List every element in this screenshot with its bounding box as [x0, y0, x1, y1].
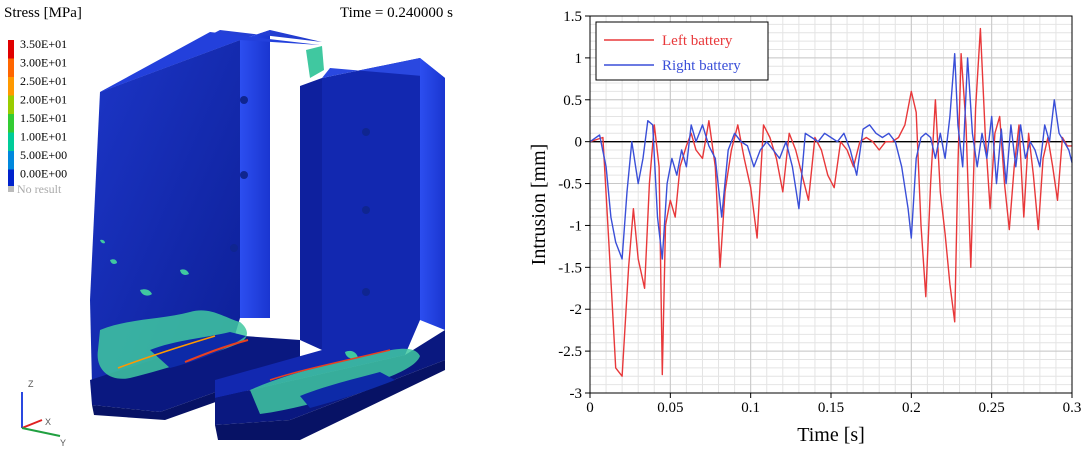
legend-entry: Left battery	[662, 33, 733, 49]
y-tick-label: 0.5	[563, 93, 582, 109]
chart-svg: 0 0.05 0.1 0.15 0.2 0.25 0.3 1.5 1 0.5 0 -0.5 -1 -1.5…	[528, 9, 1081, 446]
legend-value: 5.00E+00	[20, 148, 67, 162]
legend-value: 2.00E+01	[20, 93, 67, 107]
x-tick-label: 0	[586, 400, 594, 416]
axis-x-label: X	[45, 417, 51, 427]
axis-y-label: Y	[60, 438, 66, 448]
right-battery-model	[215, 58, 445, 440]
legend-box	[595, 21, 769, 81]
y-tick-label: -2	[570, 302, 583, 318]
fea-contour-view: Z X Y Stress [MPa] Time = 0.240000 s 3.5…	[0, 0, 520, 450]
x-tick-label: 0.15	[818, 400, 844, 416]
axis-z-label: Z	[28, 379, 34, 389]
legend-value: 3.00E+01	[20, 56, 67, 70]
legend-swatch	[8, 151, 14, 170]
y-tick-label: -3	[570, 386, 583, 402]
tick-labels: 0 0.05 0.1 0.15 0.2 0.25 0.3 1.5 1 0.5 0 -0.5 -1 -1.5…	[558, 9, 1081, 416]
x-tick-label: 0.3	[1063, 400, 1082, 416]
chart-legend: Left battery Right battery	[595, 21, 769, 81]
y-tick-label: 1.5	[563, 9, 582, 25]
y-tick-label: -2.5	[558, 344, 582, 360]
series-group	[589, 27, 1073, 377]
legend-swatch	[8, 40, 14, 59]
legend-value: 1.00E+01	[20, 130, 67, 144]
y-tick-label: -1.5	[558, 260, 582, 276]
no-result-label: No result	[17, 182, 62, 196]
legend-value: 1.50E+01	[20, 111, 67, 125]
stress-legend: Stress [MPa] Time = 0.240000 s 3.50E+01 3…	[4, 5, 453, 196]
legend-swatch	[8, 95, 14, 114]
legend-swatch	[8, 169, 14, 188]
legend-entry: Right battery	[662, 58, 741, 74]
legend-swatch	[8, 77, 14, 96]
x-axis-label: Time [s]	[797, 424, 865, 446]
series-line	[589, 53, 1073, 260]
x-tick-label: 0.25	[979, 400, 1005, 416]
time-label: Time = 0.240000 s	[340, 5, 453, 21]
y-tick-label: -0.5	[558, 177, 582, 193]
y-tick-label: -1	[570, 218, 583, 234]
fea-render: Z X Y Stress [MPa] Time = 0.240000 s 3.5…	[4, 5, 453, 448]
legend-value: 2.50E+01	[20, 74, 67, 88]
y-tick-label: 0	[575, 135, 583, 151]
y-tick-label: 1	[575, 51, 583, 67]
no-result-swatch	[8, 186, 14, 192]
left-battery-model	[90, 30, 324, 420]
intrusion-chart: 0 0.05 0.1 0.15 0.2 0.25 0.3 1.5 1 0.5 0 -0.5 -1 -1.5…	[520, 0, 1089, 450]
legend-title: Stress [MPa]	[4, 5, 82, 21]
legend-swatch	[8, 58, 14, 77]
series-line	[589, 27, 1072, 377]
x-tick-label: 0.2	[902, 400, 921, 416]
y-axis-label: Intrusion [mm]	[528, 144, 550, 266]
legend-swatch	[8, 132, 14, 151]
legend-value: 3.50E+01	[20, 37, 67, 51]
legend-value: 0.00E+00	[20, 167, 67, 181]
x-tick-label: 0.1	[741, 400, 760, 416]
x-tick-label: 0.05	[657, 400, 683, 416]
legend-swatch	[8, 114, 14, 133]
coordinate-triad: Z X Y	[21, 379, 66, 448]
